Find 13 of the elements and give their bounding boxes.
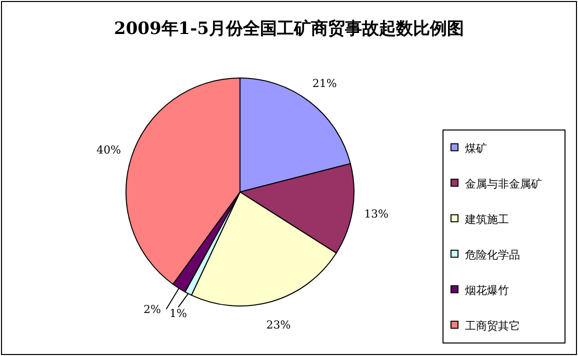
legend-label: 烟花爆竹	[465, 284, 509, 297]
data-label: 40%	[96, 143, 121, 156]
legend-label: 危险化学品	[465, 248, 520, 262]
legend-label: 金属与非金属矿	[465, 177, 542, 190]
legend-label: 建筑施工	[464, 212, 509, 226]
data-label: 23%	[266, 318, 291, 332]
chart-title: 2009年1-5月份全国工矿商贸事故起数比例图	[114, 19, 464, 39]
data-label: 13%	[364, 208, 389, 221]
legend-label: 工商贸其它	[465, 319, 520, 332]
data-label: 2%	[144, 303, 161, 316]
data-label: 1%	[170, 307, 187, 320]
data-label: 21%	[312, 76, 337, 90]
legend-label: 煤矿	[465, 142, 487, 155]
